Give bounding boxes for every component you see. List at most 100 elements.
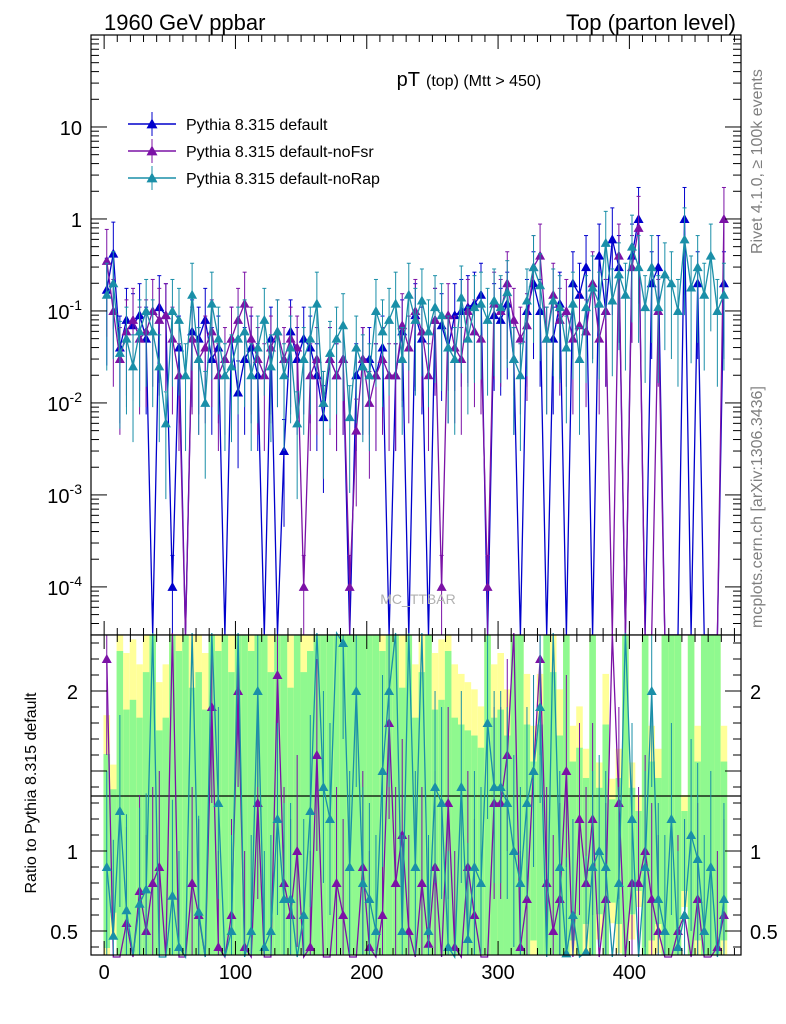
data-point [239, 326, 250, 336]
data-point [200, 397, 211, 407]
ratio-point [705, 862, 716, 871]
x-tick-label: 0 [99, 962, 110, 984]
data-point [318, 397, 329, 407]
data-point [554, 302, 565, 312]
ratio-point [134, 898, 145, 908]
uncertainty-band-inner [175, 651, 183, 955]
ratio-point [298, 910, 309, 919]
data-point [193, 354, 204, 364]
ratio-point [377, 910, 388, 919]
data-point [187, 289, 198, 299]
data-point [167, 305, 178, 315]
data-point [627, 241, 638, 251]
ratio-point [495, 782, 506, 791]
ratio-point [311, 750, 322, 759]
ratio-point [338, 638, 349, 647]
ratio-point [594, 846, 605, 855]
uncertainty-band-inner [425, 635, 432, 955]
y-tick-label: 10-3 [47, 481, 82, 508]
uncertainty-band-inner [339, 635, 347, 955]
ratio-y-tick-label-left: 2 [67, 682, 78, 704]
data-point [476, 298, 486, 308]
data-point [449, 310, 460, 320]
y-tick-label: 10 [60, 118, 82, 140]
data-point [233, 333, 244, 343]
data-point [226, 361, 237, 371]
data-point [443, 310, 454, 320]
data-point [653, 302, 664, 312]
ratio-point [416, 878, 427, 887]
ratio-point [443, 798, 454, 807]
ratio-point [489, 782, 500, 791]
series-2 [101, 207, 729, 500]
ratio-point [193, 906, 204, 916]
data-point [646, 262, 657, 272]
ratio-point [456, 782, 467, 791]
data-point [331, 333, 342, 343]
uncertainty-band-inner [405, 635, 413, 955]
ratio-y-tick-label-left: 0.5 [50, 922, 78, 944]
data-point [495, 302, 506, 312]
x-tick-label: 400 [613, 962, 646, 984]
data-point [173, 314, 184, 324]
ratio-point [331, 878, 342, 887]
x-tick-label: 200 [350, 962, 383, 984]
uncertainty-band-inner [609, 799, 616, 903]
ratio-point [272, 814, 283, 823]
uncertainty-band-inner [366, 635, 373, 955]
data-point [351, 425, 362, 435]
y-tick-label: 10-4 [47, 573, 82, 600]
data-point [265, 361, 276, 371]
ratio-frame [90, 634, 742, 956]
watermark: MC_TTBAR [380, 591, 455, 607]
y-tick-label: 10-2 [47, 389, 82, 416]
data-point [101, 255, 112, 265]
x-tick-label: 300 [481, 962, 514, 984]
ratio-y-tick-label-right: 2 [750, 682, 761, 704]
data-point [633, 222, 644, 232]
x-tick-label: 100 [219, 962, 252, 984]
data-point [390, 298, 401, 308]
ratio-point [403, 926, 414, 935]
data-point [712, 305, 723, 315]
data-point [581, 302, 592, 312]
ratio-point [515, 878, 526, 887]
ratio-point [561, 766, 572, 775]
ratio-line [106, 632, 725, 960]
ratio-point [213, 942, 224, 951]
data-point [344, 412, 355, 422]
ratio-point [318, 782, 329, 791]
plot-title-main: pT [397, 69, 420, 91]
ratio-point [587, 862, 598, 871]
data-point [101, 289, 112, 299]
legend-marker [146, 118, 158, 129]
data-point [351, 342, 362, 352]
ratio-point [167, 890, 178, 900]
data-point [679, 234, 690, 244]
legend-marker [146, 172, 158, 183]
ratio-point [482, 718, 493, 727]
ratio-point [627, 814, 638, 823]
data-point [128, 314, 139, 324]
ratio-point [252, 686, 263, 695]
data-point [397, 354, 408, 364]
ratio-point [101, 654, 112, 663]
legend: Pythia 8.315 default Pythia 8.315 default… [128, 112, 380, 190]
ratio-point [265, 926, 276, 935]
data-point [403, 289, 414, 299]
uncertainty-band-inner [714, 635, 721, 955]
ratio-point [173, 942, 184, 951]
data-point [449, 354, 460, 364]
ratio-point [390, 878, 401, 887]
ratio-point [154, 862, 165, 871]
data-point [436, 310, 447, 320]
data-point [357, 361, 368, 371]
data-point [548, 295, 559, 305]
uncertainty-band-inner [549, 672, 557, 955]
ratio-point [285, 894, 296, 903]
data-point [561, 342, 572, 352]
ratio-y-tick-label-right: 0.5 [750, 922, 778, 944]
ratio-point [521, 798, 532, 807]
header-left: 1960 GeV ppbar [104, 10, 265, 35]
ratio-point [114, 806, 125, 815]
